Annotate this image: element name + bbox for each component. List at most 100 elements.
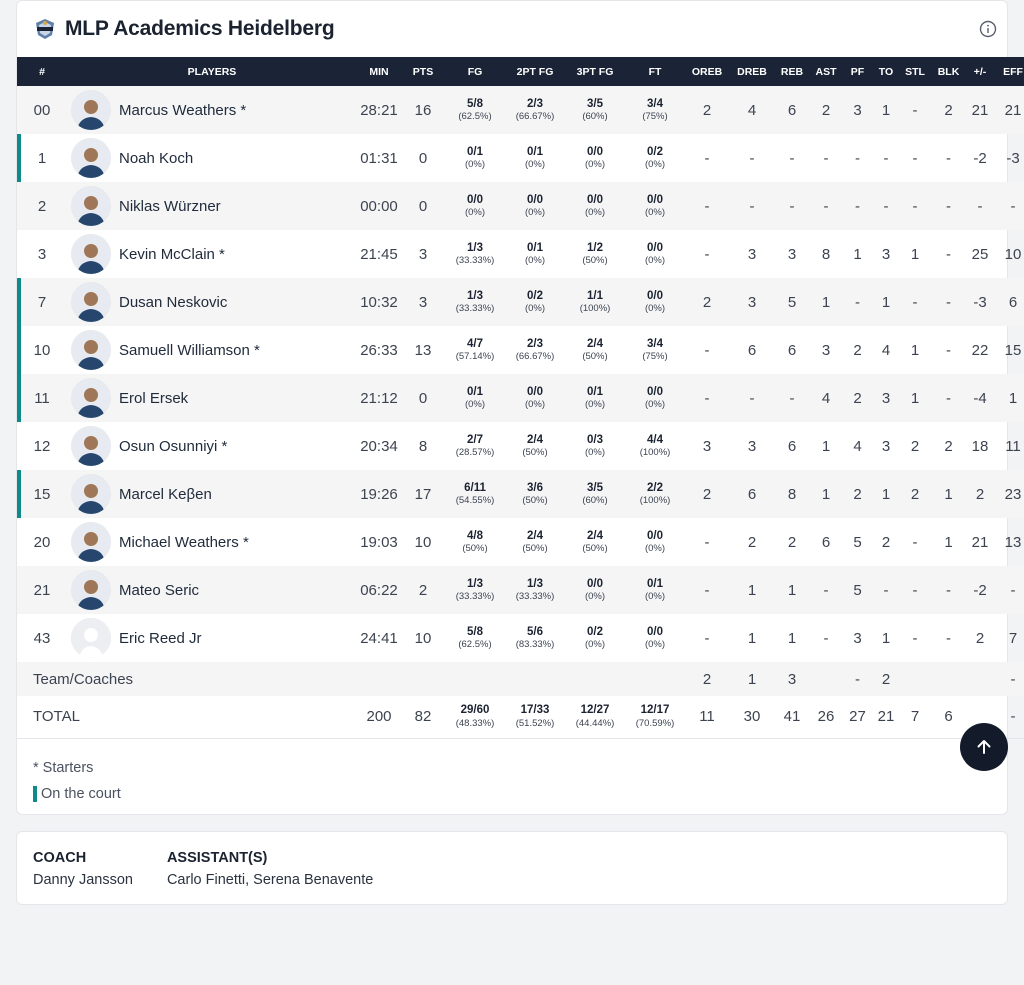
avatar[interactable] bbox=[71, 234, 111, 274]
column-header[interactable]: TO bbox=[878, 65, 894, 78]
column-header[interactable]: # bbox=[39, 65, 45, 78]
column-header[interactable]: DREB bbox=[737, 65, 767, 78]
stat-blk: 1 bbox=[944, 533, 953, 551]
stat-oreb: 2 bbox=[702, 293, 712, 311]
stat-ast: 3 bbox=[821, 341, 831, 359]
minutes: 10:32 bbox=[360, 293, 398, 311]
table-row[interactable]: 43 Eric Reed Jr 24:41 10 5/8 (62.5%) 5/6 (83.33… bbox=[17, 614, 1024, 662]
points: 10 bbox=[414, 629, 432, 647]
player-name-link[interactable]: Osun Osunniyi * bbox=[119, 437, 228, 455]
shot-cell: 0/1 (0%) bbox=[505, 134, 565, 182]
shot-percentage: (50%) bbox=[522, 495, 548, 506]
shot-made-attempted: 2/4 bbox=[587, 337, 603, 350]
avatar[interactable] bbox=[71, 378, 111, 418]
avatar[interactable] bbox=[71, 138, 111, 178]
column-header[interactable]: PTS bbox=[412, 65, 434, 78]
column-header[interactable]: PLAYERS bbox=[187, 65, 237, 78]
player-name-link[interactable]: Erol Ersek bbox=[119, 389, 189, 407]
shot-cell: 0/0 (0%) bbox=[625, 518, 685, 566]
table-row[interactable]: 15 Marcel Keβen 19:26 17 6/11 (54.55%) 3/6 (50%… bbox=[17, 470, 1024, 518]
info-icon[interactable] bbox=[979, 20, 997, 38]
shot-percentage: (0%) bbox=[584, 591, 606, 602]
player-info: Kevin McClain * bbox=[67, 230, 357, 278]
stat-ast: 1 bbox=[821, 293, 831, 311]
shot-cell: 2/7 (28.57%) bbox=[445, 422, 505, 470]
player-name-link[interactable]: Marcus Weathers * bbox=[119, 101, 247, 119]
scroll-to-top-button[interactable] bbox=[960, 723, 1008, 771]
player-name-link[interactable]: Samuell Williamson * bbox=[119, 341, 260, 359]
avatar[interactable] bbox=[71, 570, 111, 610]
shot-percentage: (0%) bbox=[524, 303, 546, 314]
column-header[interactable]: EFF bbox=[1003, 65, 1023, 78]
player-name-link[interactable]: Kevin McClain * bbox=[119, 245, 225, 263]
shot-cell: 0/1 (0%) bbox=[505, 230, 565, 278]
shot-value: 0/0 (0%) bbox=[625, 530, 685, 554]
shot-value: 0/0 (0%) bbox=[565, 194, 625, 218]
shot-cell: 3/4 (75%) bbox=[625, 86, 685, 134]
shot-percentage: (62.5%) bbox=[458, 111, 492, 122]
column-header[interactable]: PF bbox=[850, 65, 865, 78]
column-header[interactable]: 3PT FG bbox=[576, 65, 614, 78]
column-header[interactable]: BLK bbox=[937, 65, 960, 78]
avatar[interactable] bbox=[71, 426, 111, 466]
shot-percentage: (0%) bbox=[524, 399, 546, 410]
coach-section: COACH Danny Jansson bbox=[33, 850, 133, 888]
stat-to: - bbox=[883, 197, 889, 215]
column-header[interactable]: +/- bbox=[973, 65, 987, 78]
table-row[interactable]: 10 Samuell Williamson * 26:33 13 4/7 (57.14%)… bbox=[17, 326, 1024, 374]
avatar[interactable] bbox=[71, 330, 111, 370]
player-name-link[interactable]: Mateo Seric bbox=[119, 581, 200, 599]
avatar[interactable] bbox=[71, 90, 111, 130]
shot-percentage: (0%) bbox=[524, 207, 546, 218]
stat-blk: 2 bbox=[944, 101, 953, 119]
stat-oreb: - bbox=[704, 245, 710, 263]
shot-cell: 5/6 (83.33%) bbox=[505, 614, 565, 662]
shot-percentage: (33.33%) bbox=[455, 303, 495, 314]
shot-value: 0/0 (0%) bbox=[565, 578, 625, 602]
column-header[interactable]: AST bbox=[815, 65, 837, 78]
table-row[interactable]: 12 Osun Osunniyi * 20:34 8 2/7 (28.57%) 2/4 (50… bbox=[17, 422, 1024, 470]
shot-cell: 0/0 (0%) bbox=[625, 278, 685, 326]
shot-value: 0/0 (0%) bbox=[625, 290, 685, 314]
stat-pf: 5 bbox=[853, 533, 862, 551]
column-header[interactable]: OREB bbox=[691, 65, 723, 78]
column-header[interactable]: STL bbox=[905, 65, 925, 78]
column-header[interactable]: FG bbox=[467, 65, 483, 78]
avatar[interactable] bbox=[71, 474, 111, 514]
column-header[interactable]: REB bbox=[780, 65, 804, 78]
player-name-link[interactable]: Niklas Würzner bbox=[119, 197, 221, 215]
points: 2 bbox=[418, 581, 428, 599]
shot-made-attempted: 1/1 bbox=[587, 289, 603, 302]
shot-percentage: (83.33%) bbox=[515, 639, 555, 650]
player-name-link[interactable]: Marcel Keβen bbox=[119, 485, 212, 503]
table-row[interactable]: 1 Noah Koch 01:31 0 0/1 (0%) 0/1 (0%) 0/0 (0%) 0/2… bbox=[17, 134, 1024, 182]
player-name-link[interactable]: Dusan Neskovic bbox=[119, 293, 228, 311]
avatar[interactable] bbox=[71, 186, 111, 226]
shot-value: 0/0 (0%) bbox=[625, 194, 685, 218]
avatar[interactable] bbox=[71, 282, 111, 322]
table-row[interactable]: 3 Kevin McClain * 21:45 3 1/3 (33.33%) 0/1 (0%)… bbox=[17, 230, 1024, 278]
table-row[interactable]: 7 Dusan Neskovic 10:32 3 1/3 (33.33%) 0/2 (0%) 1… bbox=[17, 278, 1024, 326]
column-header[interactable]: 2PT FG bbox=[516, 65, 554, 78]
shot-cell: 0/0 (0%) bbox=[505, 182, 565, 230]
shot-value: 12/17 (70.59%) bbox=[625, 705, 685, 728]
column-header[interactable]: FT bbox=[648, 65, 662, 78]
table-row[interactable]: 2 Niklas Würzner 00:00 0 0/0 (0%) 0/0 (0%) 0/0 (0… bbox=[17, 182, 1024, 230]
table-row[interactable]: 11 Erol Ersek 21:12 0 0/1 (0%) 0/0 (0%) 0/1 (0%) 0… bbox=[17, 374, 1024, 422]
column-header[interactable]: MIN bbox=[369, 65, 389, 78]
stat-blk: - bbox=[946, 341, 951, 359]
shot-made-attempted: 5/6 bbox=[527, 625, 543, 638]
shot-cell: 17/33 (51.52%) bbox=[505, 696, 565, 739]
stat-oreb: 3 bbox=[702, 437, 712, 455]
player-name-link[interactable]: Michael Weathers * bbox=[119, 533, 249, 551]
player-info: Dusan Neskovic bbox=[67, 278, 357, 326]
table-row[interactable]: 21 Mateo Seric 06:22 2 1/3 (33.33%) 1/3 (33.33%… bbox=[17, 566, 1024, 614]
table-row[interactable]: 20 Michael Weathers * 19:03 10 4/8 (50%) 2/4 (5… bbox=[17, 518, 1024, 566]
player-name-link[interactable]: Eric Reed Jr bbox=[119, 629, 202, 647]
avatar[interactable] bbox=[71, 522, 111, 562]
player-number-value: 15 bbox=[33, 485, 51, 503]
shot-value: 2/4 (50%) bbox=[565, 530, 625, 554]
avatar[interactable] bbox=[71, 618, 111, 658]
player-name-link[interactable]: Noah Koch bbox=[119, 149, 194, 167]
table-row[interactable]: 00 Marcus Weathers * 28:21 16 5/8 (62.5%) 2/3(… bbox=[17, 86, 1024, 134]
